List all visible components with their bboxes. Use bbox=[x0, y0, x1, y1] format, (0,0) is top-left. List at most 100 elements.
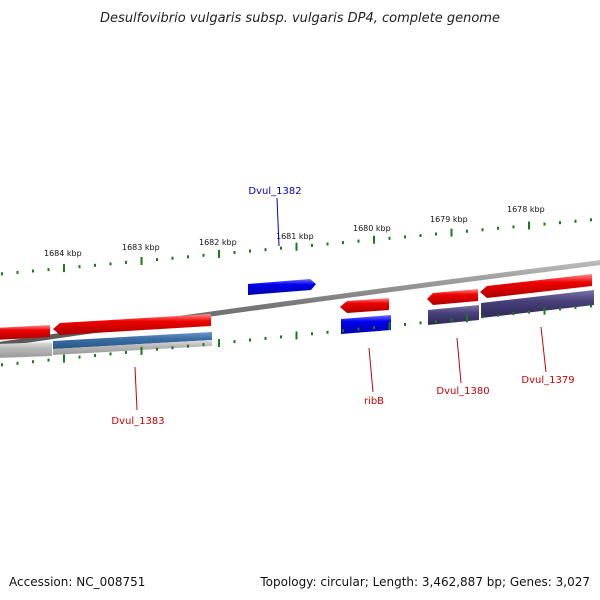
outer-ruler-minor-tick bbox=[435, 232, 437, 236]
ruler-label-1678: 1678 kbp bbox=[507, 205, 545, 214]
outer-ruler-minor-tick bbox=[280, 246, 282, 250]
cog-dvul-1383-bottom-bar bbox=[53, 340, 212, 355]
inner-ruler-minor-tick bbox=[233, 340, 236, 344]
inner-ruler-minor-tick bbox=[419, 321, 422, 325]
outer-ruler-major-tick bbox=[295, 242, 298, 251]
cog-left-partial-bar bbox=[0, 342, 52, 358]
outer-ruler-minor-tick bbox=[481, 228, 484, 232]
inner-ruler-major-tick bbox=[218, 339, 220, 348]
outer-ruler-major-tick bbox=[450, 228, 453, 237]
leader-dvul-1383 bbox=[134, 366, 138, 411]
inner-ruler-minor-tick bbox=[450, 318, 453, 322]
accession-text: Accession: NC_008751 bbox=[9, 575, 145, 589]
outer-ruler-major-tick bbox=[218, 249, 220, 258]
outer-ruler-minor-tick bbox=[78, 265, 81, 269]
inner-ruler-minor-tick bbox=[94, 354, 96, 357]
inner-ruler-major-tick bbox=[140, 346, 143, 355]
inner-ruler-minor-tick bbox=[156, 347, 158, 351]
inner-ruler-minor-tick bbox=[342, 329, 344, 333]
inner-ruler-minor-tick bbox=[125, 350, 127, 354]
outer-ruler-minor-tick bbox=[326, 242, 329, 246]
cog-ribb-bar bbox=[341, 315, 391, 334]
outer-ruler-minor-tick bbox=[32, 269, 34, 273]
gene-dvul-1379-arrow[interactable] bbox=[480, 274, 592, 298]
genome-summary-text: Topology: circular; Length: 3,462,887 bp… bbox=[259, 575, 590, 589]
inner-ruler-minor-tick bbox=[404, 323, 406, 326]
outer-ruler-minor-tick bbox=[125, 260, 127, 264]
outer-ruler-minor-tick bbox=[1, 272, 3, 276]
inner-ruler-minor-tick bbox=[249, 338, 251, 342]
cog-dvul-1383-top-bar bbox=[53, 332, 212, 349]
inner-ruler-minor-tick bbox=[481, 315, 484, 319]
gene-label-dvul-1383[interactable]: Dvul_1383 bbox=[111, 416, 164, 427]
outer-ruler-minor-tick bbox=[543, 222, 546, 226]
outer-ruler-minor-tick bbox=[466, 229, 468, 233]
inner-ruler-minor-tick bbox=[326, 330, 329, 334]
inner-ruler-minor-tick bbox=[16, 361, 19, 365]
inner-ruler-major-tick bbox=[466, 314, 468, 323]
outer-ruler-minor-tick bbox=[156, 258, 158, 262]
inner-ruler-minor-tick bbox=[559, 307, 561, 311]
inner-ruler-major-tick bbox=[388, 322, 391, 331]
inner-ruler bbox=[1, 304, 592, 367]
leader-dvul-1382 bbox=[276, 197, 280, 247]
inner-ruler-minor-tick bbox=[311, 332, 313, 336]
gene-dvul-1382-arrow[interactable] bbox=[248, 279, 316, 295]
inner-ruler-minor-tick bbox=[590, 304, 592, 308]
inner-ruler-major-tick bbox=[543, 306, 546, 315]
gene-label-dvul-1382[interactable]: Dvul_1382 bbox=[248, 186, 301, 197]
inner-ruler-minor-tick bbox=[187, 344, 189, 348]
outer-ruler-minor-tick bbox=[94, 263, 96, 267]
gene-ribb-arrow[interactable] bbox=[340, 298, 389, 313]
outer-ruler-minor-tick bbox=[357, 239, 360, 243]
outer-ruler-minor-tick bbox=[233, 251, 236, 254]
gene-label-dvul-1379[interactable]: Dvul_1379 bbox=[521, 375, 574, 386]
outer-ruler-minor-tick bbox=[187, 255, 189, 259]
outer-ruler-minor-tick bbox=[109, 262, 112, 266]
inner-ruler-minor-tick bbox=[435, 319, 437, 323]
outer-ruler-minor-tick bbox=[171, 256, 174, 260]
outer-ruler-minor-tick bbox=[388, 236, 391, 240]
gene-label-ribb[interactable]: ribB bbox=[364, 396, 384, 407]
inner-ruler-major-tick bbox=[63, 354, 65, 363]
outer-ruler-minor-tick bbox=[249, 249, 251, 253]
inner-ruler-minor-tick bbox=[280, 335, 282, 339]
outer-ruler-minor-tick bbox=[404, 235, 406, 239]
inner-ruler-minor-tick bbox=[109, 352, 112, 356]
leader-ribb bbox=[368, 347, 374, 393]
gene-dvul-1380-arrow[interactable] bbox=[427, 289, 478, 305]
inner-ruler-minor-tick bbox=[32, 360, 34, 364]
gene-label-dvul-1380[interactable]: Dvul_1380 bbox=[436, 386, 489, 397]
outer-ruler-minor-tick bbox=[497, 226, 499, 230]
inner-ruler-minor-tick bbox=[357, 327, 360, 331]
leader-dvul-1380 bbox=[456, 337, 462, 384]
ruler-labels: 1684 kbp 1683 kbp 1682 kbp 1681 kbp 1680… bbox=[44, 205, 545, 258]
cog-dvul-1379-bar bbox=[481, 290, 594, 318]
map-title: Desulfovibrio vulgaris subsp. vulgaris D… bbox=[100, 11, 500, 26]
inner-ruler-minor-tick bbox=[47, 358, 50, 362]
outer-ruler bbox=[1, 218, 592, 276]
outer-ruler-minor-tick bbox=[342, 241, 344, 245]
gene-dvul-1383-arrow[interactable] bbox=[53, 314, 211, 335]
inner-ruler-minor-tick bbox=[78, 355, 81, 359]
inner-ruler-minor-tick bbox=[574, 305, 577, 309]
inner-ruler-minor-tick bbox=[264, 336, 267, 340]
outer-ruler-minor-tick bbox=[512, 225, 515, 229]
inner-ruler-minor-tick bbox=[497, 313, 499, 317]
ruler-label-1683: 1683 kbp bbox=[122, 243, 160, 252]
outer-ruler-major-tick bbox=[528, 221, 530, 230]
inner-ruler-minor-tick bbox=[171, 346, 174, 350]
outer-ruler-minor-tick bbox=[311, 243, 313, 247]
leader-dvul-1379 bbox=[540, 326, 547, 373]
outer-ruler-minor-tick bbox=[590, 218, 592, 222]
outer-ruler-minor-tick bbox=[16, 270, 19, 274]
outer-ruler-major-tick bbox=[140, 257, 143, 265]
ruler-label-1680: 1680 kbp bbox=[353, 224, 391, 233]
gene-left-partial-arrow[interactable] bbox=[0, 325, 50, 340]
outer-ruler-minor-tick bbox=[47, 268, 50, 272]
ruler-label-1681: 1681 kbp bbox=[276, 232, 314, 241]
inner-ruler-minor-tick bbox=[512, 312, 515, 316]
inner-ruler-minor-tick bbox=[202, 343, 205, 347]
